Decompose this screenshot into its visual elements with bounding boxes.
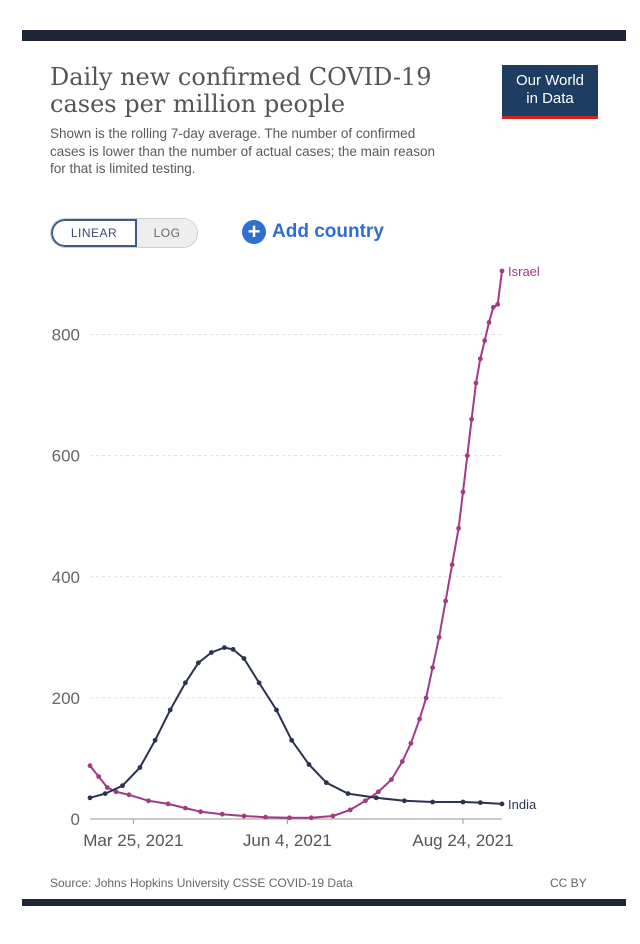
- israel-point-5: [146, 798, 151, 804]
- israel-point-3: [113, 789, 119, 795]
- india-point-23: [499, 801, 505, 807]
- israel-series-label: Israel: [508, 264, 540, 279]
- scale-toggle: LINEAR LOG: [50, 218, 198, 248]
- israel-point-6: [165, 801, 171, 807]
- india-point-19: [402, 798, 407, 804]
- license-label: CC BY: [550, 876, 587, 890]
- israel-point-37: [499, 268, 505, 274]
- india-point-22: [477, 800, 483, 805]
- india-point-8: [209, 650, 214, 655]
- israel-point-13: [308, 815, 314, 821]
- chart-title: Daily new confirmed COVID-19 cases per m…: [50, 63, 432, 118]
- y-tick-label-400: 400: [52, 568, 80, 587]
- israel-point-21: [417, 716, 422, 722]
- israel-point-2: [104, 785, 110, 790]
- india-point-13: [274, 707, 279, 713]
- y-tick-label-0: 0: [71, 810, 80, 829]
- israel-point-29: [464, 453, 470, 459]
- india-point-15: [306, 762, 312, 767]
- israel-point-7: [183, 805, 188, 811]
- israel-point-1: [96, 774, 102, 779]
- israel-point-4: [126, 792, 132, 798]
- india-point-5: [167, 707, 173, 713]
- india-line: [89, 646, 503, 805]
- israel-point-12: [287, 815, 292, 821]
- owid-logo[interactable]: Our World in Data: [502, 65, 598, 119]
- israel-point-17: [376, 789, 381, 795]
- israel-point-16: [363, 798, 368, 804]
- israel-point-31: [473, 380, 479, 386]
- india-point-12: [256, 680, 262, 686]
- india-point-4: [152, 737, 158, 743]
- x-tick-label-1: Jun 4, 2021: [243, 831, 332, 850]
- log-scale-button[interactable]: LOG: [137, 219, 197, 247]
- israel-point-26: [449, 562, 455, 568]
- india-point-7: [196, 660, 201, 666]
- israel-point-27: [456, 525, 461, 531]
- india-point-18: [373, 795, 379, 801]
- india-point-14: [289, 737, 295, 743]
- top-border: [22, 30, 626, 41]
- plus-icon: +: [242, 220, 266, 244]
- india-point-17: [345, 791, 351, 796]
- india-series-label: India: [508, 797, 537, 812]
- israel-point-34: [486, 320, 492, 325]
- india-point-9: [222, 645, 227, 650]
- israel-point-0: [87, 763, 93, 769]
- israel-point-20: [408, 740, 414, 746]
- x-tick-label-0: Mar 25, 2021: [83, 831, 183, 850]
- israel-point-32: [477, 356, 483, 362]
- y-tick-label-800: 800: [52, 326, 80, 345]
- israel-point-10: [241, 813, 247, 819]
- israel-point-25: [443, 598, 448, 604]
- india-point-21: [460, 799, 466, 805]
- linear-scale-button[interactable]: LINEAR: [51, 219, 137, 247]
- india-point-11: [241, 656, 247, 661]
- israel-point-14: [330, 813, 336, 819]
- y-tick-label-200: 200: [52, 689, 80, 708]
- chart-subtitle: Shown is the rolling 7-day average. The …: [50, 126, 435, 176]
- source-note: Source: Johns Hopkins University CSSE CO…: [50, 876, 353, 890]
- israel-point-9: [219, 811, 225, 817]
- y-tick-label-600: 600: [52, 447, 80, 466]
- india-point-6: [183, 680, 188, 686]
- israel-point-24: [436, 634, 442, 640]
- israel-point-19: [399, 759, 405, 764]
- chart-card: [22, 41, 626, 899]
- logo-line-1: Our World: [515, 72, 585, 89]
- israel-line: [89, 270, 503, 819]
- add-country-label: Add country: [272, 221, 384, 242]
- israel-point-11: [263, 814, 268, 820]
- bottom-border: [22, 899, 626, 906]
- india-point-1: [102, 791, 108, 796]
- israel-point-36: [495, 301, 501, 307]
- india-point-10: [230, 647, 236, 652]
- add-country-button[interactable]: + Add country: [242, 217, 384, 247]
- israel-point-15: [347, 807, 353, 813]
- israel-point-8: [198, 809, 204, 815]
- line-chart[interactable]: 0 200 400 600 800 Mar 25, 2021 Jun 4, 2021 Aug …: [22, 262, 618, 866]
- india-point-2: [120, 783, 125, 789]
- india-point-16: [324, 780, 329, 786]
- india-point-0: [87, 795, 93, 801]
- logo-line-2: in Data: [526, 90, 574, 107]
- israel-point-28: [460, 489, 466, 495]
- india-point-3: [137, 765, 143, 770]
- x-tick-label-2: Aug 24, 2021: [412, 831, 513, 850]
- israel-point-30: [469, 416, 474, 422]
- israel-point-35: [490, 304, 496, 310]
- israel-point-33: [482, 338, 488, 343]
- israel-point-23: [430, 665, 435, 670]
- israel-point-18: [389, 777, 394, 782]
- israel-point-22: [423, 695, 429, 701]
- india-point-20: [430, 799, 435, 805]
